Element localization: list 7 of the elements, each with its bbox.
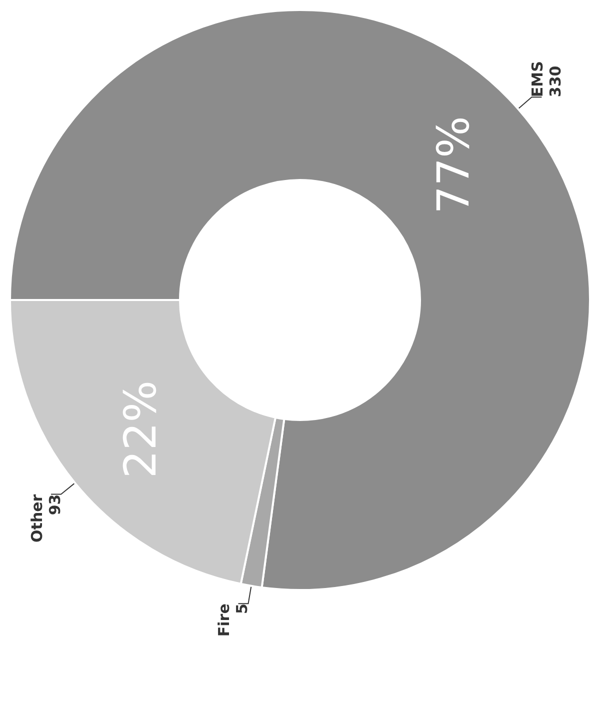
slice-label: EMS [528, 61, 547, 98]
data-label: 93 [46, 494, 64, 516]
slice-label: Fire [215, 604, 234, 637]
data-label: 5 [233, 604, 252, 614]
slice-label: Other [28, 494, 46, 542]
text: 77% [428, 116, 480, 214]
data-label: 330 [546, 66, 565, 98]
